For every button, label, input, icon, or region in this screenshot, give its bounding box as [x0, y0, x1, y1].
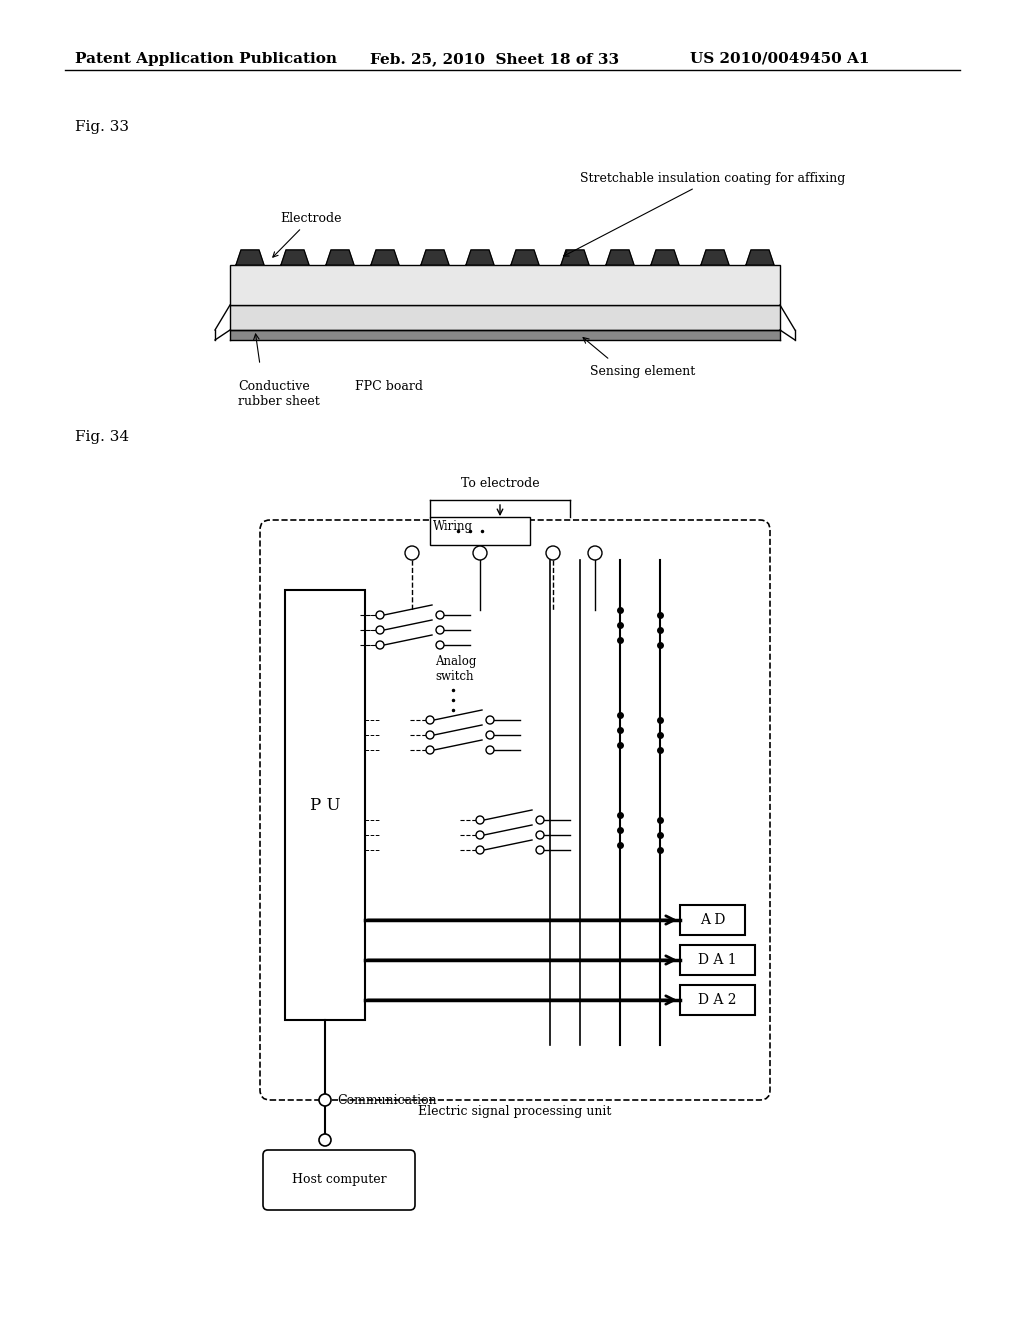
Text: Communication: Communication: [337, 1093, 436, 1106]
Text: D A 2: D A 2: [698, 993, 736, 1007]
Text: A D: A D: [699, 913, 725, 927]
Bar: [430, 517, 530, 545]
Polygon shape: [746, 249, 774, 265]
Circle shape: [486, 731, 494, 739]
Bar: [230, 305, 780, 330]
Circle shape: [436, 642, 444, 649]
Circle shape: [376, 611, 384, 619]
Bar: [680, 985, 755, 1015]
Text: Conductive
rubber sheet: Conductive rubber sheet: [238, 380, 319, 408]
Bar: [285, 590, 365, 1020]
Circle shape: [486, 746, 494, 754]
Circle shape: [319, 1134, 331, 1146]
Circle shape: [536, 846, 544, 854]
FancyBboxPatch shape: [263, 1150, 415, 1210]
Circle shape: [426, 746, 434, 754]
Polygon shape: [511, 249, 539, 265]
Polygon shape: [281, 249, 309, 265]
Text: US 2010/0049450 A1: US 2010/0049450 A1: [690, 51, 869, 66]
Text: Host computer: Host computer: [292, 1173, 386, 1187]
Text: Fig. 34: Fig. 34: [75, 430, 129, 444]
Text: Fig. 33: Fig. 33: [75, 120, 129, 135]
Circle shape: [486, 715, 494, 723]
Circle shape: [536, 832, 544, 840]
Text: FPC board: FPC board: [355, 380, 423, 393]
Circle shape: [319, 1094, 331, 1106]
Text: To electrode: To electrode: [461, 477, 540, 490]
Polygon shape: [371, 249, 399, 265]
Polygon shape: [236, 249, 264, 265]
Circle shape: [426, 731, 434, 739]
Text: Analog
switch: Analog switch: [435, 655, 476, 682]
Circle shape: [426, 715, 434, 723]
Circle shape: [546, 546, 560, 560]
Circle shape: [476, 816, 484, 824]
Circle shape: [536, 816, 544, 824]
Text: Sensing element: Sensing element: [590, 366, 695, 378]
Text: Electric signal processing unit: Electric signal processing unit: [419, 1105, 611, 1118]
Text: Patent Application Publication: Patent Application Publication: [75, 51, 337, 66]
Text: D A 1: D A 1: [698, 953, 737, 968]
Circle shape: [476, 832, 484, 840]
Polygon shape: [466, 249, 494, 265]
Circle shape: [588, 546, 602, 560]
Circle shape: [436, 626, 444, 634]
Circle shape: [473, 546, 487, 560]
Text: Feb. 25, 2010  Sheet 18 of 33: Feb. 25, 2010 Sheet 18 of 33: [370, 51, 620, 66]
Circle shape: [476, 846, 484, 854]
Polygon shape: [606, 249, 634, 265]
Text: Electrode: Electrode: [272, 213, 341, 257]
Polygon shape: [561, 249, 589, 265]
Text: Stretchable insulation coating for affixing: Stretchable insulation coating for affix…: [563, 172, 846, 256]
Circle shape: [436, 611, 444, 619]
Polygon shape: [326, 249, 354, 265]
Circle shape: [376, 626, 384, 634]
Bar: [680, 906, 745, 935]
Text: P U: P U: [309, 796, 340, 813]
Polygon shape: [701, 249, 729, 265]
Circle shape: [406, 546, 419, 560]
Circle shape: [376, 642, 384, 649]
Bar: [230, 265, 780, 305]
Polygon shape: [421, 249, 449, 265]
Text: Wiring: Wiring: [433, 520, 473, 533]
Polygon shape: [651, 249, 679, 265]
Bar: [680, 945, 755, 975]
